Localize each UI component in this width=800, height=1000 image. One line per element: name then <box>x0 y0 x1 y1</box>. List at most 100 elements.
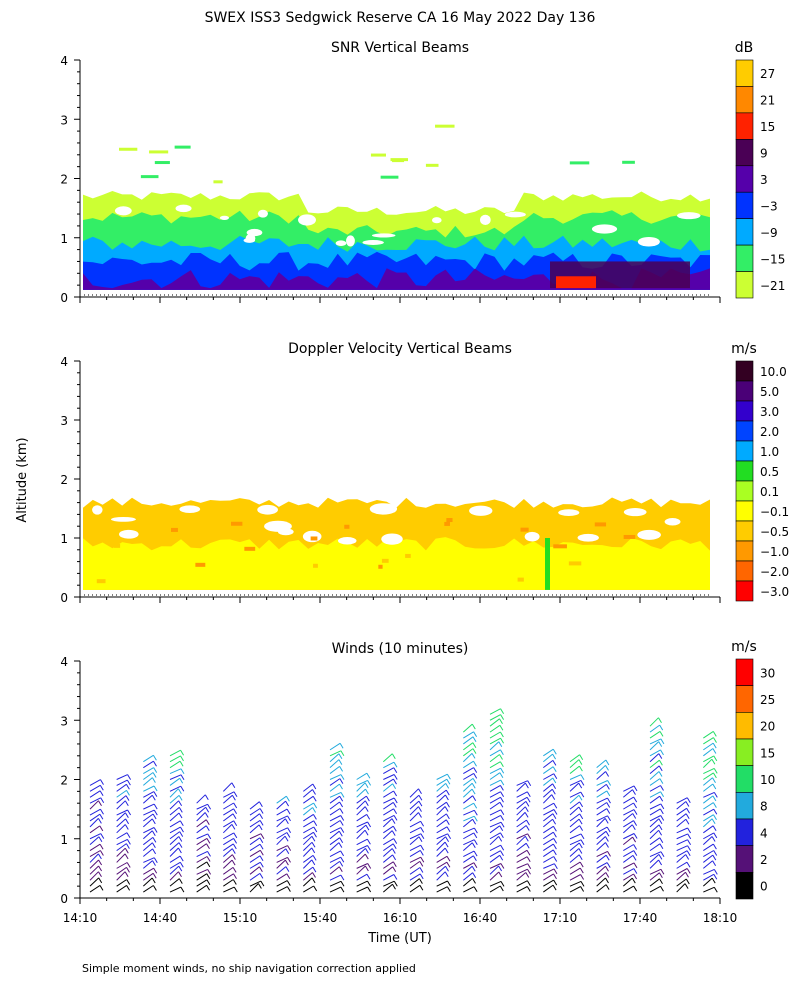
wind-barb <box>516 780 528 786</box>
wind-barb-flag <box>285 800 290 807</box>
wind-barb-flag <box>499 885 504 892</box>
wind-barb-flag <box>231 859 236 866</box>
wind-barb <box>116 795 127 804</box>
wind-barb-flag <box>286 886 291 892</box>
wind-barb <box>89 825 101 834</box>
wind-barb <box>89 853 99 863</box>
wind-barb <box>382 848 393 857</box>
winds-colorbar-label: 15 <box>760 746 775 760</box>
wind-barb-flag <box>205 819 210 825</box>
wind-barb <box>516 801 527 810</box>
wind-barb <box>703 783 714 792</box>
wind-barb <box>223 808 234 816</box>
wind-barb <box>516 842 527 851</box>
winds-colorbar-label: 0 <box>760 880 768 894</box>
wind-barb-flag <box>526 791 531 798</box>
wind-barb-flag <box>686 797 691 803</box>
x-tick-label: 15:10 <box>223 911 258 925</box>
wind-barb-flag <box>605 759 610 766</box>
wind-barb-flag <box>125 795 130 801</box>
wind-barb-flag <box>498 865 503 872</box>
wind-barb-flag <box>340 850 345 857</box>
wind-barb-flag <box>340 815 345 821</box>
winds-colorbar-label: 8 <box>760 800 768 814</box>
wind-barb-flag <box>152 755 157 761</box>
wind-barb <box>569 794 580 804</box>
x-tick-label: 14:10 <box>63 911 98 925</box>
doppler-gap-2 <box>369 503 398 515</box>
wind-barb <box>196 868 208 875</box>
wind-barb <box>329 759 340 769</box>
wind-barb-flag <box>285 848 290 854</box>
wind-barb-flag <box>445 813 450 820</box>
wind-barb <box>329 795 340 804</box>
wind-barb-flag <box>524 812 529 818</box>
wind-barb <box>596 783 607 792</box>
wind-barb-flag <box>153 809 158 816</box>
wind-barb-flag <box>338 753 343 759</box>
wind-barb <box>703 767 715 775</box>
wind-barb <box>143 857 155 863</box>
wind-barb-flag <box>580 839 585 846</box>
wind-barb-flag <box>392 843 397 850</box>
wind-barb-flag <box>579 754 584 760</box>
wind-barb-flag <box>339 783 343 790</box>
wind-barb <box>116 884 127 893</box>
wind-barb-flag <box>180 774 185 781</box>
wind-barb-flag <box>125 843 130 849</box>
doppler-gap-3 <box>92 505 103 515</box>
wind-barb-flag <box>311 877 316 884</box>
wind-barb-flag <box>98 859 103 866</box>
snr-gap-0 <box>480 214 491 226</box>
wind-barb-flag <box>178 800 183 807</box>
wind-barb <box>596 830 607 840</box>
snr-colorbar-label: −9 <box>760 226 778 240</box>
wind-barb <box>649 795 660 804</box>
doppler-speck-10 <box>623 534 636 539</box>
wind-barb-flag <box>527 868 531 875</box>
wind-barb <box>649 808 661 816</box>
wind-barb-flag <box>418 794 423 801</box>
wind-barb <box>356 824 367 834</box>
wind-barb <box>383 866 394 875</box>
wind-barb-flag <box>367 886 372 893</box>
wind-barb-flag <box>233 873 237 880</box>
wind-barb <box>276 859 286 869</box>
wind-barb <box>649 738 662 745</box>
wind-barb-flag <box>124 847 129 854</box>
wind-barb-flag <box>151 795 156 801</box>
winds-colorbar-swatch <box>735 658 754 686</box>
wind-barb-flag <box>687 839 692 845</box>
wind-barb <box>436 833 448 840</box>
snr-colorbar-label: 9 <box>760 147 768 161</box>
wind-barb <box>196 850 208 857</box>
snr-colorbar-swatch <box>735 244 754 272</box>
wind-barb <box>169 820 181 828</box>
wind-barb-flag <box>473 839 478 845</box>
wind-barb-flag <box>632 855 637 861</box>
wind-barb-flag <box>446 856 451 862</box>
wind-barb <box>649 824 660 834</box>
wind-barb-flag <box>420 844 425 851</box>
winds-y-tick-label: 1 <box>60 833 68 847</box>
wind-barb <box>409 860 421 869</box>
wind-barb <box>489 741 500 751</box>
wind-barb-flag <box>552 884 557 891</box>
wind-barb <box>596 826 608 834</box>
wind-barb <box>383 761 395 769</box>
wind-barb-flag <box>553 802 558 809</box>
snr-colorbar-label: 3 <box>760 173 768 187</box>
wind-barb-flag <box>712 783 717 790</box>
wind-barb-flag <box>152 848 157 855</box>
wind-barb-flag <box>418 812 422 818</box>
wind-barb <box>596 842 606 851</box>
winds-panel: Winds (10 minutes) 0 1 2 3 4 14:10 14:40 15:10 15… <box>60 639 775 925</box>
wind-barb <box>463 818 473 828</box>
wind-barb-flag <box>339 820 344 826</box>
doppler-colorbar-swatch <box>735 460 754 482</box>
wind-barb <box>329 874 342 881</box>
snr-colorbar-label: −3 <box>760 199 778 213</box>
wind-barb-flag <box>527 863 532 869</box>
doppler-y-tick-label: 3 <box>60 414 68 428</box>
wind-barb <box>543 868 555 875</box>
